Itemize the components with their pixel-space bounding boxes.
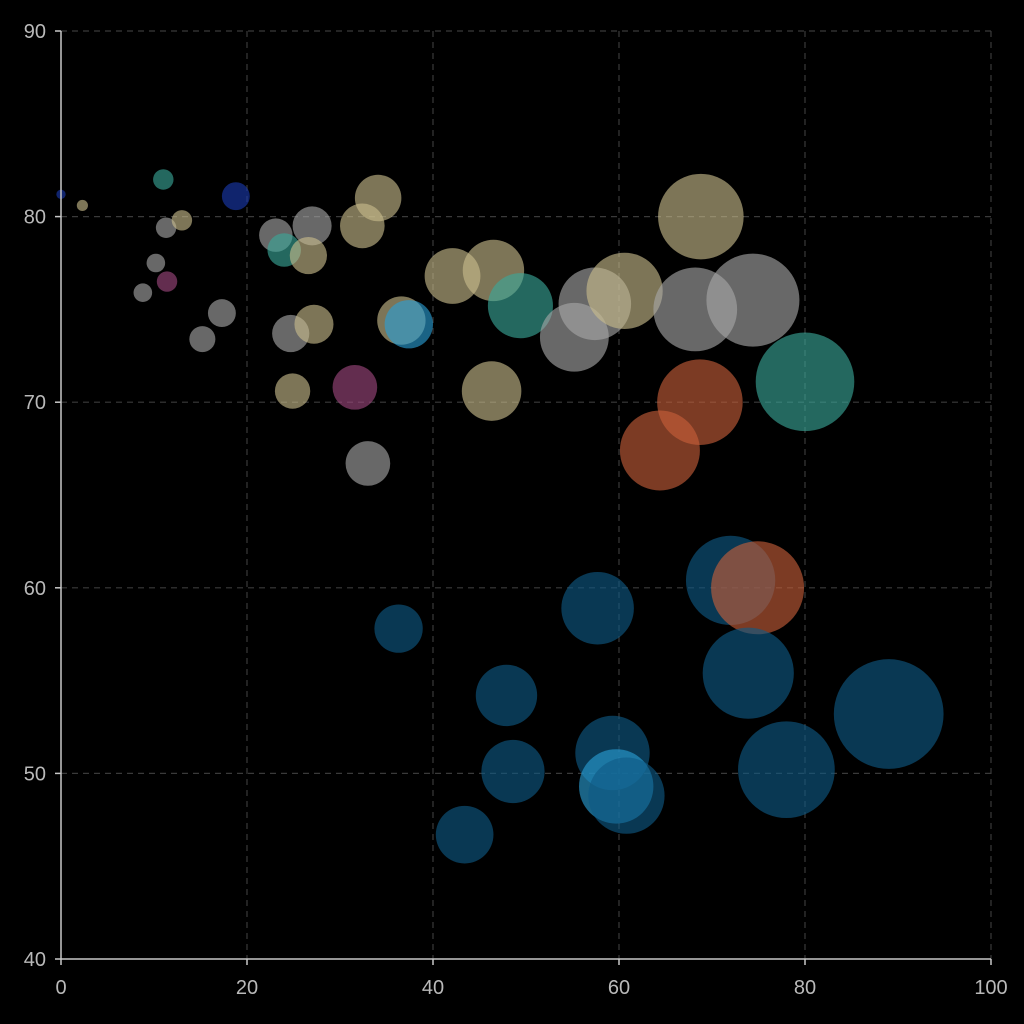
bubble-point [481, 739, 545, 804]
bubble-point [711, 541, 805, 635]
bubble-point [345, 441, 391, 486]
x-tick-label: 20 [236, 977, 258, 999]
bubble-point [76, 199, 88, 212]
bubble-point [586, 252, 663, 329]
bubble-point [702, 627, 794, 719]
bubble-point [561, 571, 634, 645]
bubble-point [171, 210, 193, 231]
bubble-point [657, 359, 743, 445]
bubble-point [221, 182, 250, 211]
bubble-point [332, 365, 378, 410]
bubble-point [435, 805, 494, 864]
axes [60, 31, 991, 960]
bubble-point [146, 253, 166, 273]
bubble-point [658, 173, 744, 260]
bubble-point [292, 206, 332, 246]
y-axis-ticks: 40 50 60 70 80 90 [24, 21, 61, 971]
x-tick-label: 80 [794, 977, 816, 999]
bubble-point [487, 273, 553, 339]
bubble-point [133, 283, 153, 302]
bubble-series [56, 169, 944, 864]
x-tick-label: 0 [55, 977, 66, 999]
bubble-point [588, 757, 665, 834]
bubble-point [384, 300, 433, 349]
y-tick-label: 40 [24, 949, 46, 971]
y-tick-label: 90 [24, 21, 46, 43]
bubble-point [475, 664, 538, 727]
bubble-point [156, 271, 178, 292]
x-tick-label: 40 [422, 977, 444, 999]
bubble-point [374, 604, 423, 653]
grid-lines [61, 30, 992, 959]
x-tick-label: 60 [608, 977, 630, 999]
x-tick-label: 100 [974, 977, 1007, 999]
bubble-point [207, 299, 236, 328]
y-tick-label: 70 [24, 392, 46, 414]
bubble-point [833, 659, 944, 769]
y-tick-label: 50 [24, 763, 46, 785]
x-axis-ticks: 0 20 40 60 80 100 [55, 959, 1008, 999]
bubble-point [274, 373, 311, 409]
y-tick-label: 80 [24, 207, 46, 229]
bubble-point [755, 332, 855, 432]
bubble-point [153, 169, 174, 190]
bubble-point [294, 304, 334, 344]
bubble-point [738, 721, 835, 819]
bubble-point [289, 236, 327, 275]
bubble-point [461, 361, 522, 421]
bubble-point [706, 253, 800, 347]
bubble-point [189, 326, 216, 353]
bubble-point [354, 174, 402, 222]
bubble-point [155, 217, 177, 238]
y-tick-label: 60 [24, 578, 46, 600]
